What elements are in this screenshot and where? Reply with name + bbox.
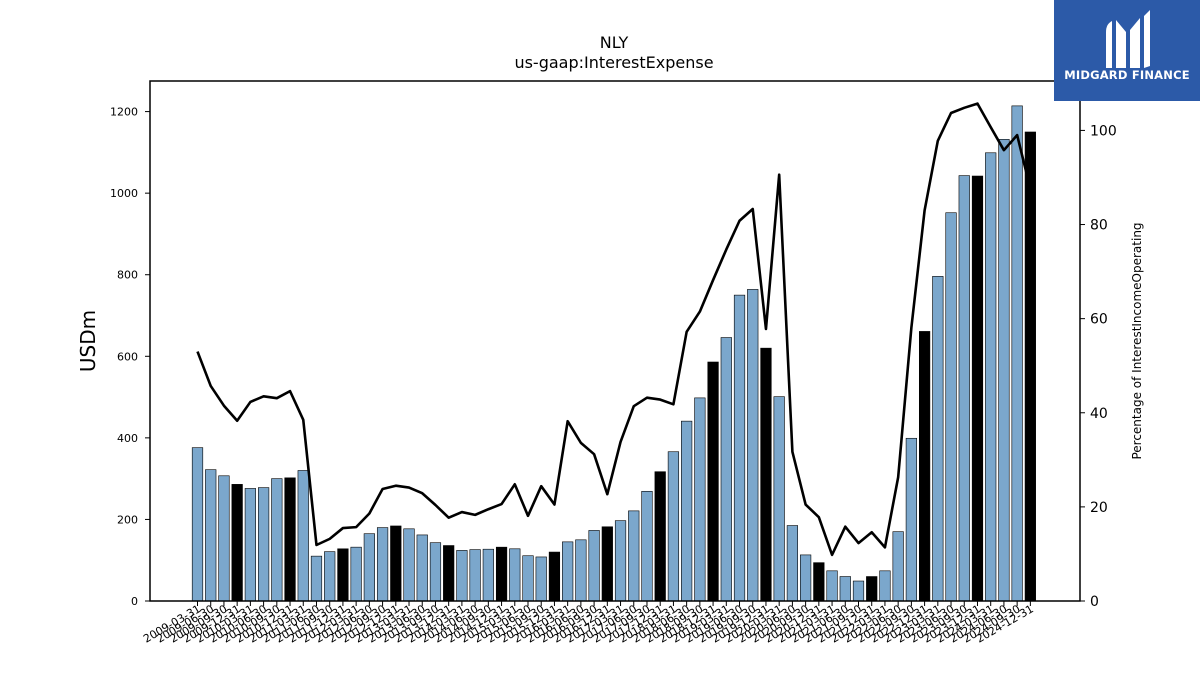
bar [191,447,204,602]
bar [363,533,375,602]
bar [588,530,600,602]
bar [628,510,640,602]
bar [866,576,878,602]
bar [786,525,798,602]
bar [747,289,759,602]
bar [548,551,561,602]
bar [694,397,706,602]
bar [879,570,891,602]
y-axis-label: USDm [76,310,100,372]
bar [852,580,865,602]
bar [297,470,309,602]
bar [310,555,323,602]
y-tick-label: 1200 [110,106,138,119]
bar [456,550,468,602]
bar-group [191,105,1036,602]
bar [707,361,719,602]
bar [218,475,230,602]
bar [641,490,653,602]
bar [324,551,336,602]
bar [535,556,547,602]
bar [509,548,521,602]
bar [773,396,785,602]
y-tick-label: 600 [117,350,138,363]
bar [985,152,997,602]
bar [667,451,680,602]
bar [800,554,812,602]
y-tick-label: 800 [117,269,138,282]
bar [350,546,362,602]
bar [958,175,970,602]
bar [403,528,415,602]
bar [681,420,693,602]
y2-tick-label: 80 [1090,218,1108,234]
bar [733,294,746,602]
y2-tick-label: 20 [1090,500,1108,516]
bar [257,487,270,602]
y-tick-label: 1000 [110,187,138,200]
bar [998,139,1010,602]
bar [654,471,666,602]
bar [205,469,217,602]
bar [575,539,587,602]
bar [905,437,917,602]
series-line [196,102,1032,557]
bar [376,527,389,602]
chart-subtitle: us-gaap:InterestExpense [514,53,713,72]
bar [601,526,613,602]
x-axis: 2009-03-312009-06-302009-09-302009-12-31… [141,601,1036,646]
y-axis-left: 0 200 400 600 800 1000 1200 [110,106,150,608]
bar [1011,105,1023,602]
bar [416,534,428,602]
y-axis-right: 0 20 40 60 80 100 [1080,123,1117,610]
midgard-finance-logo-icon [1106,10,1150,68]
bar [614,520,627,602]
bar [918,331,931,602]
line-group [196,102,1032,557]
y2-tick-label: 40 [1090,406,1108,422]
bar [971,175,984,602]
bar [945,212,957,602]
bar [932,276,944,602]
bar [231,484,243,602]
bar [522,555,534,602]
bar [760,347,772,602]
y2-axis-label: Percentage of InterestIncomeOperating [1130,222,1144,459]
bar [429,542,442,602]
bar [839,576,851,602]
chart-title: NLY [600,33,629,52]
plot-frame [149,80,1081,602]
bar [826,570,838,602]
bar [337,548,349,602]
brand-logo: MIDGARD FINANCE [1054,0,1200,101]
y2-tick-label: 100 [1090,123,1117,139]
y-tick-label: 400 [117,432,138,445]
bar [495,546,508,602]
bar [244,488,256,602]
bar [271,478,283,602]
bar [390,525,402,602]
bar [469,549,481,602]
bar [443,545,455,602]
y2-tick-label: 0 [1090,594,1099,610]
bar [720,337,732,602]
bar [892,531,904,602]
y-tick-label: 0 [131,595,138,608]
bar [562,541,574,602]
y2-tick-label: 60 [1090,312,1108,328]
bar [284,477,296,602]
bar [1024,131,1036,602]
logo-text: MIDGARD FINANCE [1064,68,1190,82]
y-tick-label: 200 [117,513,138,526]
bar [482,548,494,602]
bar [813,562,825,602]
